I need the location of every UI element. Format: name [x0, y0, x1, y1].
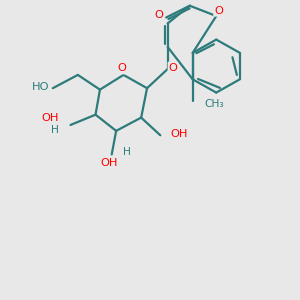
Text: HO: HO: [32, 82, 49, 92]
Text: O: O: [214, 6, 223, 16]
Text: OH: OH: [42, 113, 59, 124]
Text: O: O: [118, 63, 127, 74]
Text: CH₃: CH₃: [204, 99, 224, 110]
Text: H: H: [123, 147, 131, 157]
Text: H: H: [51, 125, 59, 135]
Text: OH: OH: [100, 158, 118, 168]
Text: OH: OH: [171, 129, 188, 139]
Text: O: O: [154, 10, 163, 20]
Text: O: O: [169, 63, 177, 73]
